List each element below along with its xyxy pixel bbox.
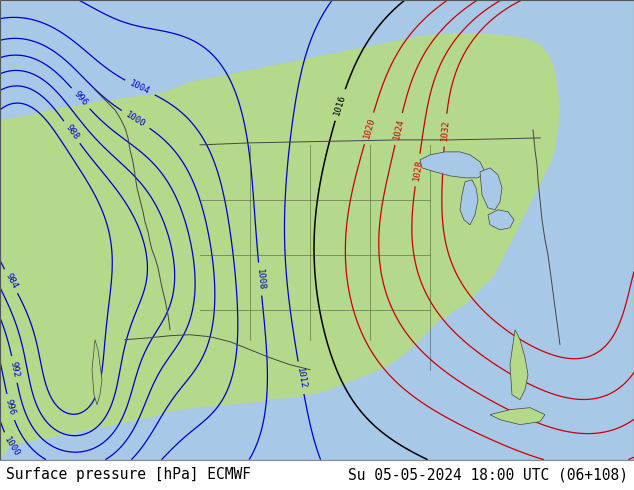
Text: 1000: 1000: [3, 436, 22, 459]
Text: 992: 992: [8, 361, 20, 378]
Text: 1028: 1028: [411, 159, 424, 181]
Polygon shape: [510, 330, 528, 400]
Text: 996: 996: [4, 398, 16, 416]
Text: Surface pressure [hPa] ECMWF: Surface pressure [hPa] ECMWF: [6, 467, 251, 482]
Text: 988: 988: [63, 123, 80, 142]
Polygon shape: [490, 408, 545, 425]
Text: 1012: 1012: [295, 367, 307, 389]
Polygon shape: [420, 152, 485, 178]
Text: 1000: 1000: [124, 110, 147, 129]
Text: 1004: 1004: [128, 79, 152, 97]
Polygon shape: [460, 180, 478, 225]
Text: 1020: 1020: [361, 117, 376, 140]
Text: 1016: 1016: [332, 93, 347, 117]
Text: Su 05-05-2024 18:00 UTC (06+108): Su 05-05-2024 18:00 UTC (06+108): [347, 467, 628, 482]
Text: 1008: 1008: [255, 268, 266, 290]
Text: 984: 984: [3, 272, 19, 291]
Polygon shape: [0, 0, 560, 460]
FancyBboxPatch shape: [0, 0, 634, 460]
Polygon shape: [488, 210, 514, 230]
Text: 1024: 1024: [392, 118, 405, 141]
Text: 996: 996: [72, 89, 89, 107]
Text: 1032: 1032: [440, 119, 451, 141]
Polygon shape: [480, 168, 502, 210]
Polygon shape: [92, 340, 102, 405]
